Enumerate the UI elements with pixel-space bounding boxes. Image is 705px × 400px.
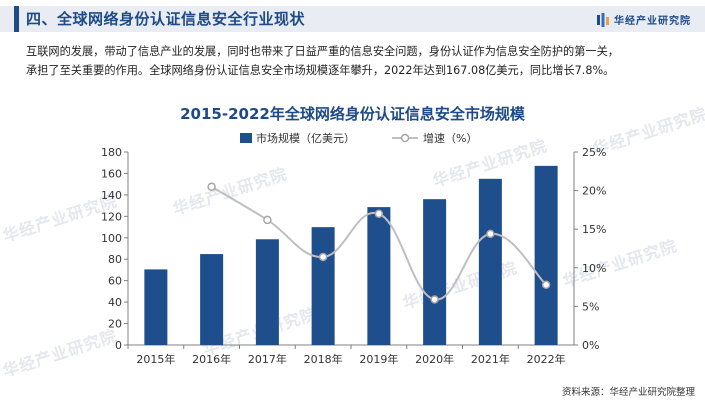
- x-tick-label: 2016年: [192, 352, 231, 366]
- y-left-tick-label: 20: [108, 318, 122, 331]
- x-tick-label: 2019年: [359, 352, 398, 366]
- y-right-tick-label: 15%: [582, 223, 606, 236]
- growth-point-4: [318, 252, 328, 262]
- source-note: 资料来源：华经产业研究院整理: [561, 387, 695, 398]
- growth-point-7: [486, 229, 495, 239]
- growth-point-8: [541, 280, 551, 290]
- growth-point-6: [430, 295, 439, 304]
- y-right-tick-label: 10%: [582, 262, 606, 275]
- header-bar: [0, 6, 705, 32]
- bar-8: [534, 165, 558, 345]
- growth-point-2: [207, 182, 216, 191]
- legend-bar-swatch: [240, 133, 252, 143]
- y-left-tick-label: 60: [108, 275, 122, 288]
- bar-3: [255, 239, 279, 345]
- growth-point-5: [374, 209, 384, 219]
- y-left-tick-label: 180: [101, 146, 122, 159]
- bar-6: [423, 199, 447, 345]
- x-tick-label: 2021年: [471, 352, 510, 366]
- y-left-tick-label: 140: [101, 189, 122, 202]
- brand-logo-icon: [597, 12, 609, 27]
- intro-line-2: 承担了至关重要的作用。全球网络身份认证信息安全市场规模逐年攀升，2022年达到1…: [26, 64, 615, 77]
- brand-name: 华经产业研究院: [614, 15, 691, 27]
- x-tick-label: 2022年: [527, 352, 566, 366]
- y-right-tick-label: 20%: [582, 185, 606, 198]
- legend-line-marker: [400, 133, 410, 143]
- header-accent: [14, 6, 19, 32]
- bar-1: [144, 269, 168, 345]
- x-tick-label: 2020年: [415, 352, 454, 366]
- chart-title: 2015-2022年全球网络身份认证信息安全市场规模: [180, 105, 525, 123]
- legend-line-label: 增速（%）: [423, 131, 477, 145]
- bar-2: [200, 254, 224, 345]
- y-left-tick-label: 0: [115, 339, 122, 352]
- brand: 华经产业研究院: [597, 11, 691, 27]
- y-right-tick-label: 5%: [582, 300, 599, 313]
- bar-5: [367, 207, 391, 345]
- y-left-tick-label: 120: [101, 210, 122, 223]
- y-right-tick-label: 25%: [582, 146, 606, 159]
- x-tick-label: 2017年: [248, 352, 287, 366]
- x-tick-label: 2015年: [136, 352, 175, 366]
- page-title: 四、全球网络身份认证信息安全行业现状: [26, 10, 306, 28]
- y-left-tick-label: 40: [108, 296, 122, 309]
- legend-bar-label: 市场规模（亿美元）: [256, 131, 355, 145]
- y-left-tick-label: 100: [101, 232, 122, 245]
- bar-4: [311, 227, 335, 345]
- y-left-tick-label: 160: [101, 167, 122, 180]
- intro-line-1: 互联网的发展，带动了信息产业的发展，同时也带来了日益严重的信息安全问题，身份认证…: [26, 45, 619, 58]
- intro-paragraph: 互联网的发展，带动了信息产业的发展，同时也带来了日益严重的信息安全问题，身份认证…: [26, 42, 694, 80]
- growth-point-3: [263, 215, 272, 225]
- y-right-tick-label: 0%: [582, 339, 599, 352]
- x-tick-label: 2018年: [304, 352, 343, 366]
- bar-7: [478, 178, 502, 345]
- y-left-tick-label: 80: [108, 253, 122, 266]
